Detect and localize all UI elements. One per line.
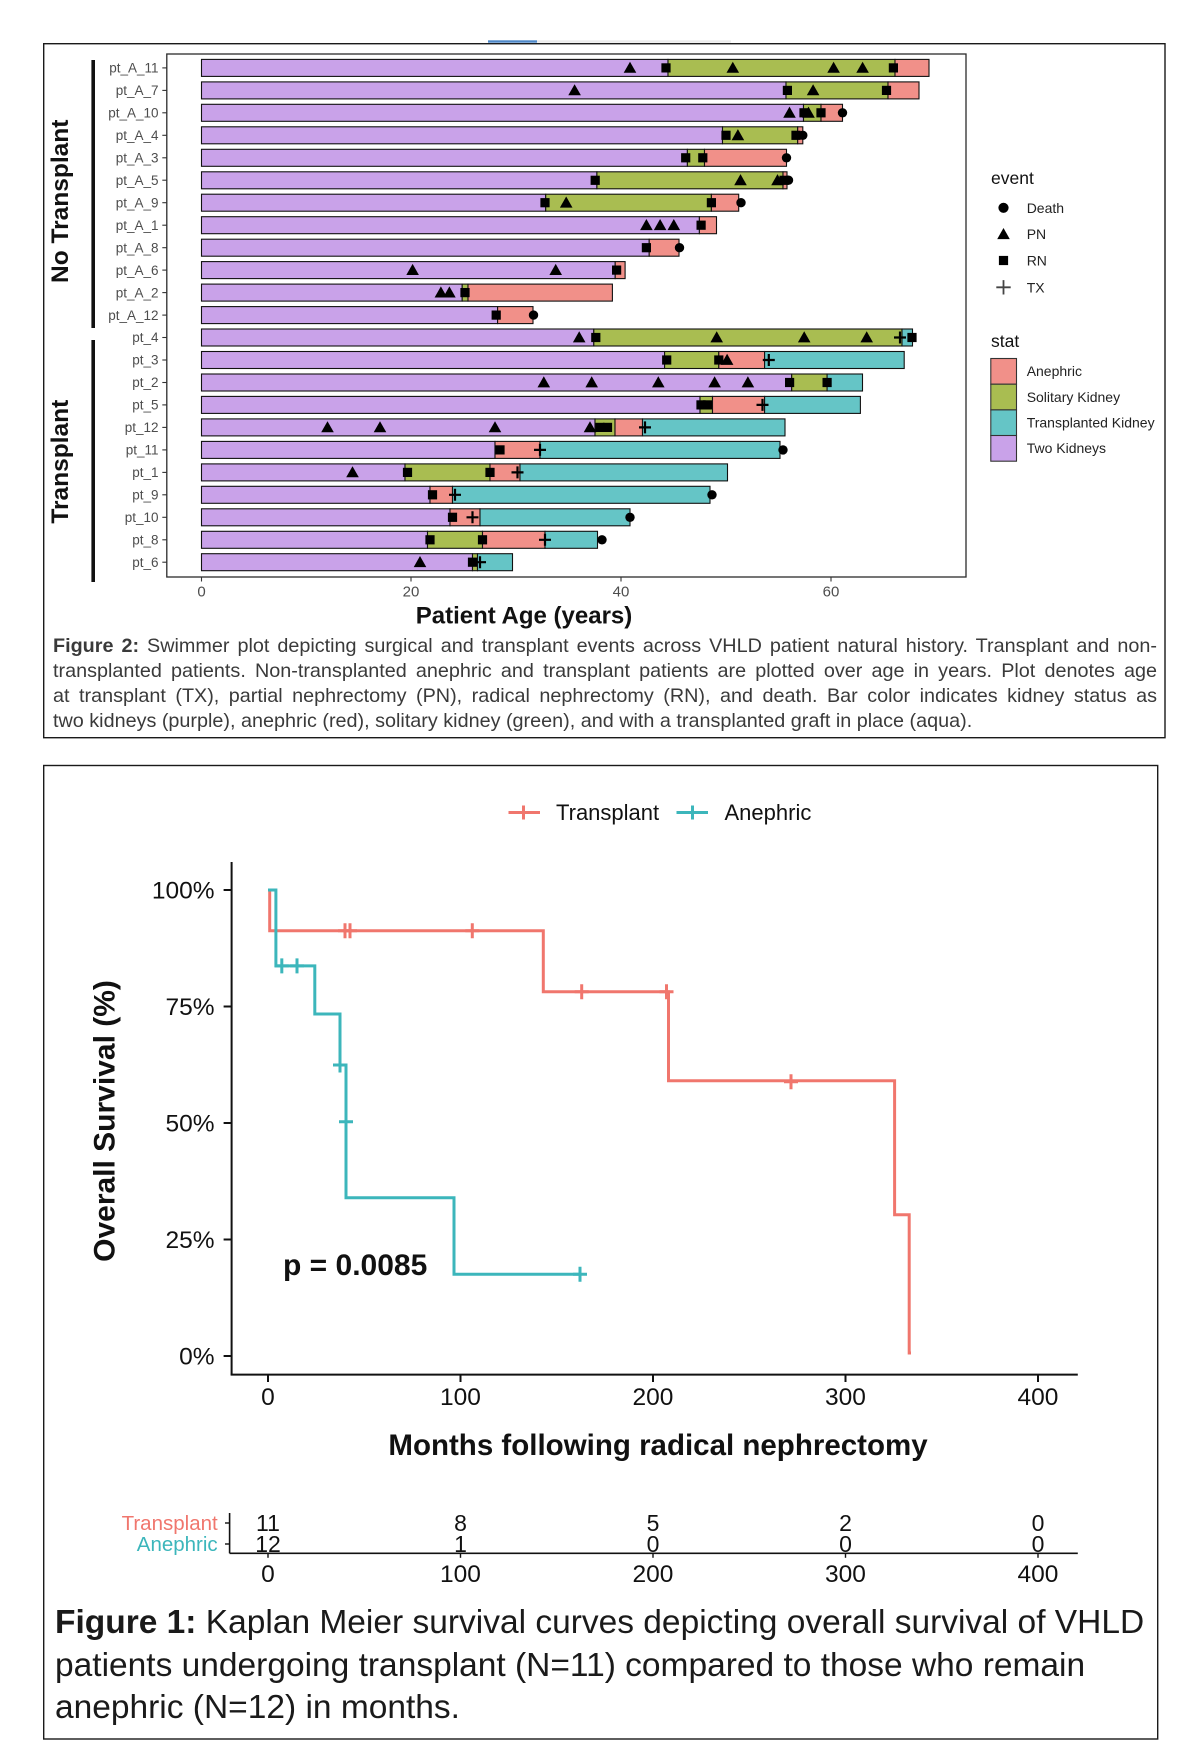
svg-text:p = 0.0085: p = 0.0085 xyxy=(283,1249,427,1282)
svg-text:pt_A_10: pt_A_10 xyxy=(108,106,158,121)
svg-text:Months following radical nephr: Months following radical nephrectomy xyxy=(388,1429,928,1462)
svg-text:200: 200 xyxy=(633,1561,674,1588)
svg-text:5: 5 xyxy=(647,1510,660,1536)
svg-text:300: 300 xyxy=(825,1384,866,1411)
svg-text:pt_1: pt_1 xyxy=(132,465,158,480)
svg-text:400: 400 xyxy=(1018,1384,1059,1411)
svg-text:50%: 50% xyxy=(165,1111,214,1138)
svg-text:event: event xyxy=(991,168,1034,188)
svg-text:1: 1 xyxy=(454,1531,467,1557)
svg-text:0: 0 xyxy=(647,1531,660,1557)
svg-text:Two Kidneys: Two Kidneys xyxy=(1027,440,1106,456)
svg-text:200: 200 xyxy=(633,1384,674,1411)
svg-text:100: 100 xyxy=(440,1384,481,1411)
svg-text:0: 0 xyxy=(1032,1531,1045,1557)
svg-text:Death: Death xyxy=(1027,200,1064,216)
svg-text:pt_11: pt_11 xyxy=(126,443,159,458)
svg-text:TX: TX xyxy=(1027,279,1046,295)
svg-text:Solitary Kidney: Solitary Kidney xyxy=(1027,389,1120,405)
svg-text:pt_4: pt_4 xyxy=(132,330,159,345)
svg-text:pt_A_1: pt_A_1 xyxy=(116,218,159,233)
svg-text:20: 20 xyxy=(403,584,420,601)
svg-text:pt_12: pt_12 xyxy=(125,420,159,435)
svg-text:400: 400 xyxy=(1018,1561,1059,1588)
svg-text:pt_A_8: pt_A_8 xyxy=(116,240,159,255)
svg-text:11: 11 xyxy=(256,1510,280,1536)
svg-text:75%: 75% xyxy=(165,994,214,1021)
svg-text:0: 0 xyxy=(261,1384,275,1411)
svg-text:pt_2: pt_2 xyxy=(132,375,158,390)
svg-text:0: 0 xyxy=(1032,1510,1045,1536)
svg-text:Transplant: Transplant xyxy=(122,1512,218,1535)
svg-text:pt_5: pt_5 xyxy=(132,398,158,413)
svg-text:pt_A_4: pt_A_4 xyxy=(116,128,159,143)
svg-text:Overall Survival (%): Overall Survival (%) xyxy=(89,980,122,1262)
svg-text:stat: stat xyxy=(991,331,1019,351)
svg-text:pt_8: pt_8 xyxy=(132,533,158,548)
svg-text:8: 8 xyxy=(454,1510,467,1536)
svg-text:pt_A_5: pt_A_5 xyxy=(116,173,159,188)
svg-text:pt_6: pt_6 xyxy=(132,555,158,570)
svg-text:pt_10: pt_10 xyxy=(125,510,159,525)
svg-text:Anephric: Anephric xyxy=(1027,363,1082,379)
svg-text:100: 100 xyxy=(440,1561,481,1588)
svg-text:Anephric: Anephric xyxy=(137,1533,218,1556)
svg-text:PN: PN xyxy=(1027,226,1046,242)
svg-text:RN: RN xyxy=(1027,253,1047,269)
svg-text:pt_A_3: pt_A_3 xyxy=(116,151,159,166)
svg-text:0: 0 xyxy=(839,1531,852,1557)
svg-text:pt_9: pt_9 xyxy=(132,488,158,503)
svg-text:Transplanted Kidney: Transplanted Kidney xyxy=(1027,415,1155,431)
svg-text:Anephric: Anephric xyxy=(725,800,812,825)
svg-text:pt_A_12: pt_A_12 xyxy=(108,308,158,323)
svg-text:No Transplant: No Transplant xyxy=(47,120,74,283)
svg-text:40: 40 xyxy=(613,584,630,601)
svg-text:100%: 100% xyxy=(152,878,215,905)
svg-text:pt_A_9: pt_A_9 xyxy=(116,195,159,210)
svg-text:Transplant: Transplant xyxy=(556,800,659,825)
svg-text:2: 2 xyxy=(839,1510,852,1536)
svg-text:0: 0 xyxy=(197,584,205,601)
svg-text:300: 300 xyxy=(825,1561,866,1588)
svg-text:0: 0 xyxy=(261,1561,275,1588)
svg-text:pt_A_7: pt_A_7 xyxy=(116,83,159,98)
svg-text:pt_A_2: pt_A_2 xyxy=(116,285,159,300)
svg-text:60: 60 xyxy=(823,584,840,601)
svg-text:0%: 0% xyxy=(179,1344,214,1371)
svg-text:12: 12 xyxy=(255,1531,281,1557)
svg-text:25%: 25% xyxy=(165,1227,214,1254)
svg-text:pt_A_11: pt_A_11 xyxy=(109,61,158,76)
svg-text:Transplant: Transplant xyxy=(47,400,74,524)
svg-text:Patient Age (years): Patient Age (years) xyxy=(416,603,633,630)
svg-text:pt_3: pt_3 xyxy=(132,353,158,368)
svg-text:pt_A_6: pt_A_6 xyxy=(116,263,159,278)
